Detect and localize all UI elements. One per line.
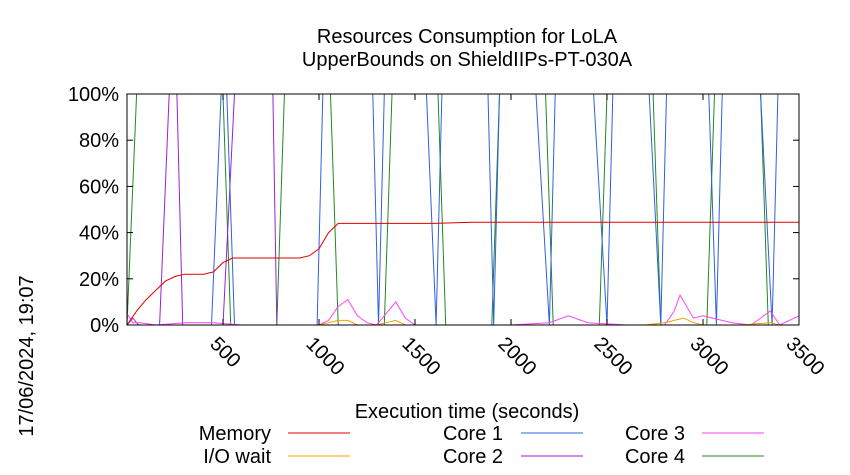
y-tick-label: 80% — [79, 130, 119, 152]
series-line-memory — [127, 221, 799, 326]
legend-label-memory: Memory — [199, 423, 271, 445]
series-line-core-1 — [127, 93, 799, 326]
y-tick-label: 20% — [79, 269, 119, 291]
legend-label-core-1: Core 1 — [443, 423, 503, 445]
legend-label-core-2: Core 2 — [443, 446, 503, 468]
series-line-core-3 — [127, 293, 799, 326]
x-tick-label: 2000 — [493, 333, 540, 380]
plot-border — [126, 93, 800, 326]
y-tick-label: 0% — [90, 315, 119, 337]
x-tick-label: 500 — [205, 333, 244, 372]
plot-area: 0% 20% 40% 60% 80% 100% 500 1000 1500 2000 2500 300… — [68, 84, 829, 380]
chart-title-line1: Resources Consumption for LoLA — [317, 26, 618, 48]
x-tick-label: 3000 — [685, 333, 732, 380]
x-axis-label: Execution time (seconds) — [355, 401, 580, 423]
y-tick-label: 40% — [79, 223, 119, 245]
x-tick-label: 3500 — [781, 333, 828, 380]
y-tick-label: 60% — [79, 176, 119, 198]
timestamp-label: 17/06/2024, 19:07 — [16, 275, 38, 436]
x-tick-label: 1000 — [301, 333, 348, 380]
x-tick-label: 2500 — [589, 333, 636, 380]
legend-label-core-3: Core 3 — [625, 423, 685, 445]
chart-title-line2: UpperBounds on ShieldIIPs-PT-030A — [302, 49, 633, 71]
legend-label-core-4: Core 4 — [625, 446, 685, 468]
legend-label-i-o-wait: I/O wait — [203, 446, 271, 468]
x-tick-label: 1500 — [397, 333, 444, 380]
y-tick-label: 100% — [68, 84, 119, 106]
